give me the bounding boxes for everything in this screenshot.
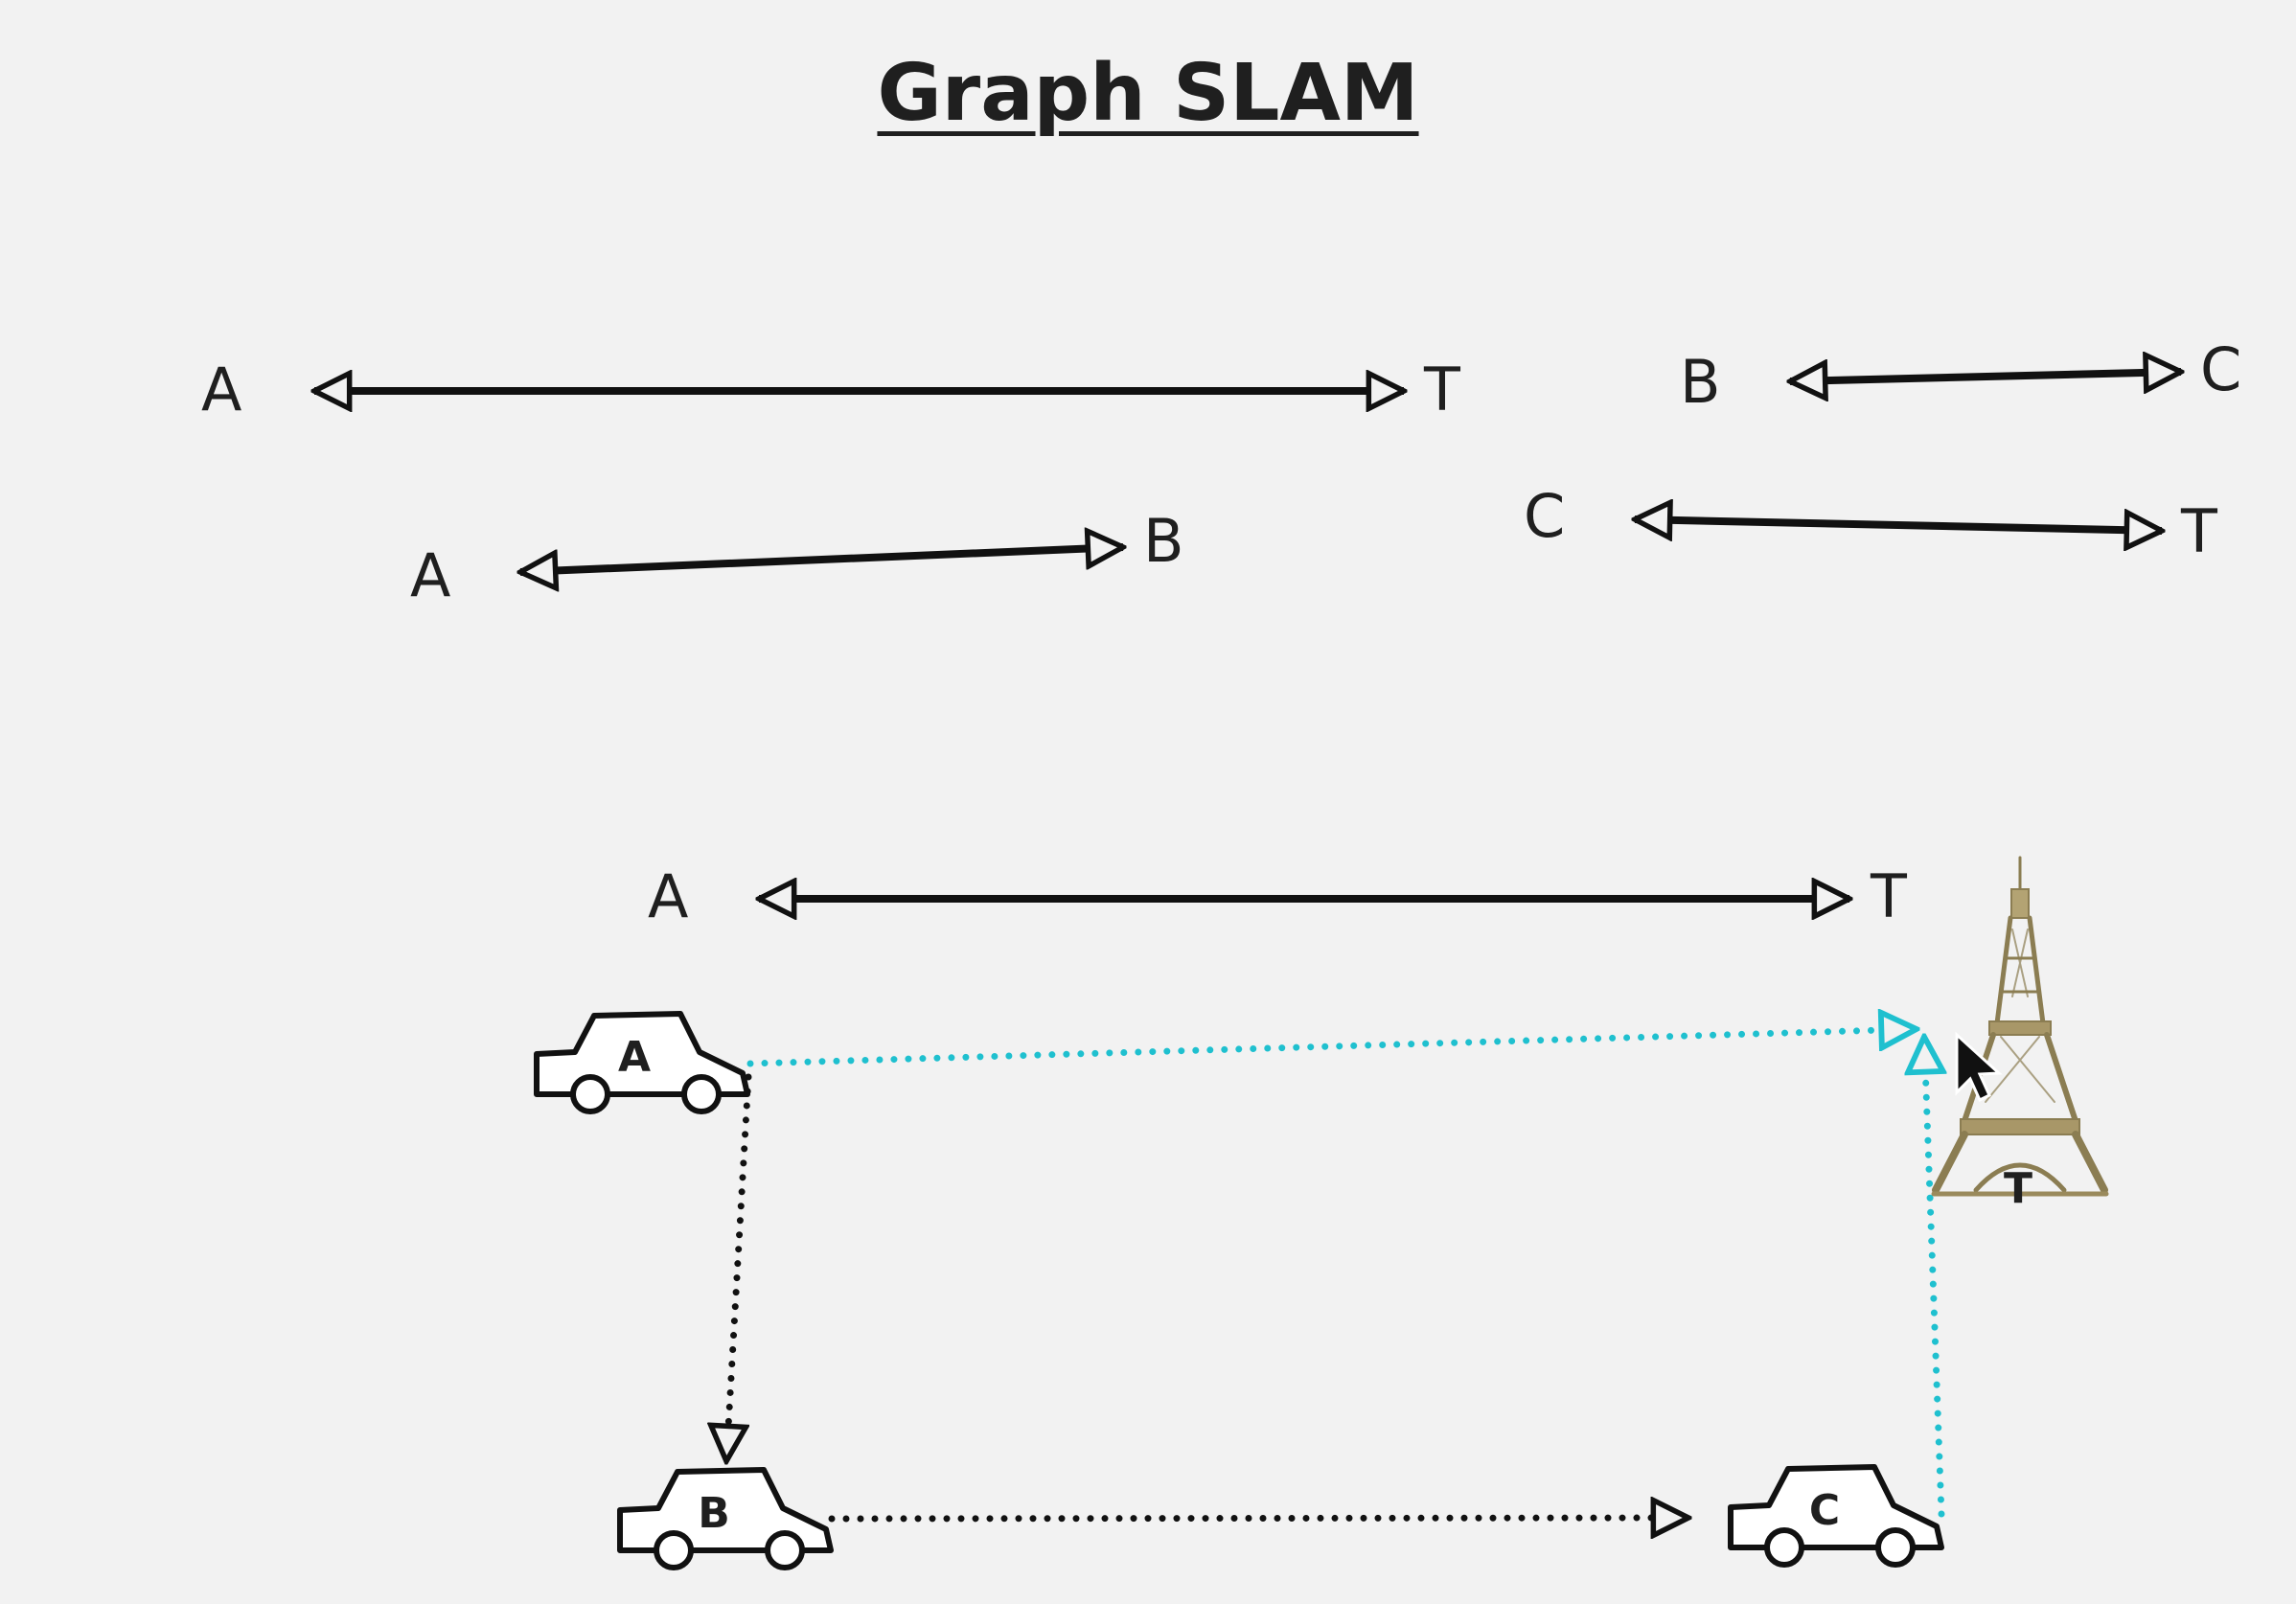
node-label-b: B: [1143, 506, 1184, 576]
wheel-icon: [1875, 1527, 1916, 1568]
constraint-edge: [520, 547, 1123, 572]
car-icon: [617, 1467, 834, 1553]
car-label-c: C: [1809, 1486, 1840, 1535]
odometry-edge-a-b: [726, 1073, 752, 1461]
constraint-c-t: C T: [1524, 481, 2218, 566]
node-label-c: C: [2200, 334, 2241, 404]
node-label-b: B: [1680, 347, 1721, 417]
constraint-bottom-a-t: A T: [648, 861, 1908, 931]
constraint-edge: [1790, 372, 2181, 381]
wheel-icon: [681, 1074, 722, 1114]
node-label-t: T: [2180, 496, 2218, 566]
page-title: Graph SLAM: [877, 48, 1419, 139]
landmark-t: T: [1931, 856, 2109, 1213]
wheel-icon: [765, 1530, 805, 1570]
loop-closure-edge-a-t: [746, 1029, 1917, 1067]
mouse-pointer-icon: [1955, 1031, 2003, 1103]
constraint-a-t: A T: [201, 355, 1461, 424]
loop-closure-edge-c-t: [1924, 1037, 1941, 1518]
node-label-a: A: [201, 355, 241, 424]
constraint-a-b: A B: [410, 506, 1184, 610]
wheel-icon: [1764, 1527, 1804, 1568]
node-label-c: C: [1524, 481, 1565, 551]
constraint-b-c: B C: [1680, 334, 2241, 417]
car-icon: [534, 1011, 750, 1097]
car-icon: [1728, 1464, 1944, 1550]
odometry-edge-b-c: [828, 1518, 1688, 1519]
car-a: A: [534, 1011, 750, 1114]
node-label-t: T: [1423, 355, 1461, 424]
constraint-edge: [1635, 519, 2162, 531]
landmark-label-t: T: [2004, 1164, 2032, 1213]
car-b: B: [617, 1467, 834, 1570]
node-label-t: T: [1870, 861, 1908, 931]
wheel-icon: [654, 1530, 694, 1570]
car-c: C: [1728, 1464, 1944, 1568]
wheel-icon: [570, 1074, 610, 1114]
car-label-a: A: [618, 1033, 651, 1082]
car-label-b: B: [698, 1489, 730, 1538]
eiffel-tower-icon: [1931, 856, 2109, 1197]
node-label-a: A: [648, 861, 688, 931]
node-label-a: A: [410, 540, 450, 610]
